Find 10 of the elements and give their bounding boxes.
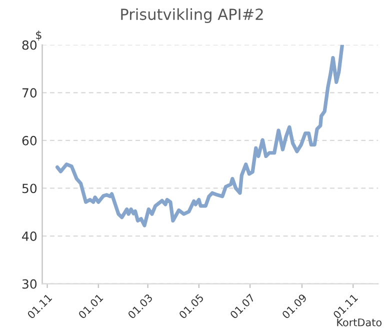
y-tick-label: 30	[22, 279, 37, 289]
y-tick-label: 70	[22, 88, 37, 98]
y-tick-label: 60	[22, 136, 37, 146]
y-tick-label: 80	[22, 40, 37, 50]
y-axis-title: $	[36, 30, 42, 41]
y-tick-label: 50	[22, 184, 37, 194]
y-tick-label: 40	[22, 231, 37, 241]
x-axis-title: KortDato	[337, 318, 382, 326]
line-series	[56, 44, 344, 228]
chart-title: Prisutvikling API#2	[121, 8, 263, 24]
